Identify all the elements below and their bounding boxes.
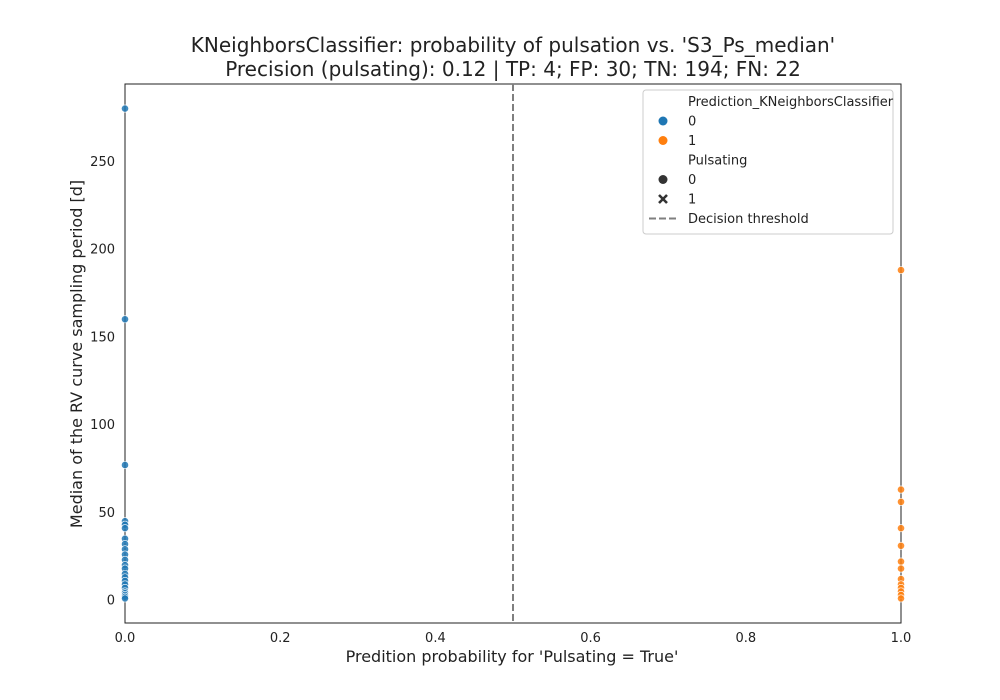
y-tick-label: 250 xyxy=(90,155,115,170)
legend-hue-marker xyxy=(658,116,668,126)
data-point xyxy=(897,594,905,603)
legend-style-label: 1 xyxy=(688,193,696,208)
y-tick-label: 150 xyxy=(90,330,115,345)
legend-hue-label: 0 xyxy=(688,115,696,130)
chart-subtitle: Precision (pulsating): 0.12 | TP: 4; FP:… xyxy=(225,57,801,81)
data-point xyxy=(897,485,905,494)
x-tick-label: 0.8 xyxy=(735,631,756,646)
x-tick-label: 0.2 xyxy=(270,631,291,646)
y-tick-label: 50 xyxy=(98,506,115,521)
data-point xyxy=(121,104,129,113)
legend-box xyxy=(642,89,894,235)
data-point xyxy=(897,541,905,550)
legend-hue-label: 1 xyxy=(688,134,696,149)
data-point xyxy=(897,497,905,506)
legend-hue-title: Prediction_KNeighborsClassifier xyxy=(688,95,894,110)
y-axis-label: Median of the RV curve sampling period [… xyxy=(67,180,86,528)
data-point xyxy=(897,557,905,566)
data-point xyxy=(897,564,905,573)
legend-style-label: 0 xyxy=(688,173,696,188)
data-point xyxy=(121,594,129,603)
legend: Prediction_KNeighborsClassifier 0 1 Pulsati… xyxy=(642,89,894,235)
data-point xyxy=(897,524,905,533)
chart-title: KNeighborsClassifier: probability of pul… xyxy=(190,33,836,57)
x-tick-label: 1.0 xyxy=(891,631,912,646)
x-tick-label: 0.0 xyxy=(115,631,136,646)
points-layer xyxy=(121,104,905,603)
legend-x-marker xyxy=(658,194,668,204)
y-tick-label: 100 xyxy=(90,418,115,433)
data-point xyxy=(897,266,905,275)
legend-hue-marker xyxy=(658,136,668,145)
x-tick-label: 0.6 xyxy=(580,631,601,646)
legend-threshold-label: Decision threshold xyxy=(688,212,809,227)
axes-layer: 0.0 0.2 0.4 0.6 0.8 1.0 0 50 100 150 200 250 xyxy=(90,155,911,646)
data-point xyxy=(121,315,129,324)
x-tick-label: 0.4 xyxy=(425,631,446,646)
data-point xyxy=(121,524,129,533)
x-axis-label: Predition probability for 'Pulsating = T… xyxy=(346,647,679,666)
y-tick-label: 0 xyxy=(107,594,115,609)
y-tick-label: 200 xyxy=(90,243,115,258)
legend-style-title: Pulsating xyxy=(688,154,747,169)
legend-circle-marker xyxy=(658,175,668,184)
data-point xyxy=(121,461,129,469)
